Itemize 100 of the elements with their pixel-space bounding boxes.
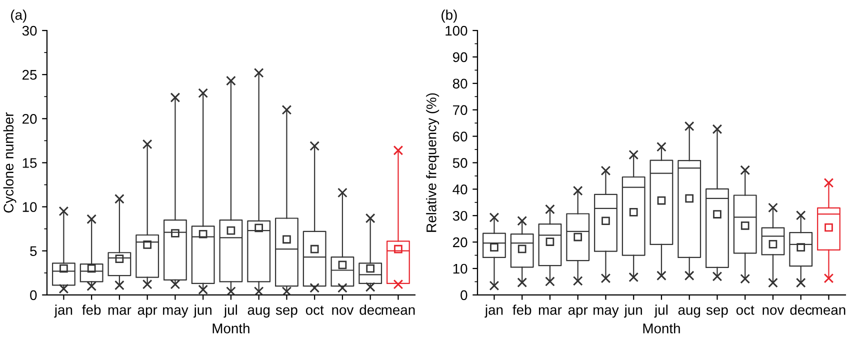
point (365, 213, 376, 224)
y-tick-label: 20 (22, 114, 37, 124)
point (198, 284, 208, 295)
x-tick-label: mar (538, 307, 562, 315)
x-tick-label: sep (706, 307, 728, 318)
point (310, 282, 320, 293)
x-tick-label: aug (248, 307, 270, 318)
point (656, 142, 666, 152)
y-tick-label: 0 (30, 290, 37, 300)
point (86, 281, 97, 292)
point (226, 286, 236, 295)
x-tick-label: may (163, 307, 188, 318)
point (393, 145, 404, 156)
y-tick-label: 70 (453, 105, 468, 116)
y-tick-label: 25 (22, 70, 37, 80)
point (600, 273, 611, 284)
x-tick-label: jun (193, 304, 212, 318)
x-tick-label: jun (624, 304, 642, 318)
point (545, 276, 555, 286)
point (338, 282, 348, 293)
point (282, 104, 292, 115)
point (86, 214, 97, 224)
point (572, 276, 583, 286)
point (254, 286, 264, 295)
x-axis-title: Month (643, 323, 680, 334)
y-tick-label: 50 (452, 158, 468, 168)
y-tick-label: 90 (452, 52, 468, 62)
point (740, 165, 750, 176)
point (170, 92, 180, 102)
x-tick-label: feb (512, 304, 532, 315)
y-tick-label: 80 (452, 78, 468, 89)
y-axis-title: Relative frequency (%) (426, 93, 440, 232)
y-tick-label: 10 (22, 202, 37, 212)
x-tick-label: dec (360, 304, 382, 315)
point (684, 270, 694, 281)
x-tick-label: jan (484, 304, 503, 318)
x-tick-label: oct (306, 306, 324, 315)
x-tick-label: jul (224, 304, 237, 318)
point (656, 270, 666, 281)
point (684, 121, 694, 132)
point (600, 166, 611, 176)
chart-title: (a) (11, 10, 26, 23)
point (58, 284, 69, 294)
point (545, 204, 555, 214)
y-tick-label: 15 (22, 158, 37, 168)
point (517, 278, 528, 288)
point (824, 178, 834, 188)
point (365, 282, 376, 292)
point (768, 278, 778, 288)
y-tick-label: 20 (453, 237, 468, 248)
point (796, 210, 806, 220)
y-tick-label: 0 (460, 290, 468, 300)
x-axis-title: Month (212, 323, 250, 334)
y-tick-label: 30 (22, 26, 37, 36)
point (489, 280, 500, 291)
x-tick-label: jan (54, 304, 72, 318)
point (517, 216, 528, 226)
x-tick-label: mean (382, 307, 415, 315)
y-tick-label: 60 (453, 132, 468, 142)
y-axis-title: Cyclone number (3, 112, 16, 213)
y-tick-label: 10 (453, 264, 468, 274)
point (58, 206, 69, 216)
point (628, 272, 639, 282)
point (768, 202, 778, 213)
x-tick-label: nov (332, 307, 354, 315)
point (796, 278, 806, 288)
x-tick-label: feb (82, 304, 101, 315)
x-tick-label: apr (138, 307, 158, 318)
x-tick-label: dec (790, 304, 812, 315)
point (310, 141, 320, 151)
x-tick-label: jul (654, 304, 668, 318)
point (114, 194, 124, 204)
point (282, 286, 292, 295)
point (198, 88, 208, 98)
x-tick-label: oct (736, 306, 754, 315)
point (170, 279, 180, 290)
point (824, 273, 834, 284)
point (254, 68, 264, 78)
y-tick-label: 30 (452, 210, 468, 221)
point (338, 188, 348, 198)
y-tick-label: 100 (446, 26, 468, 36)
point (712, 124, 722, 134)
point (572, 186, 583, 196)
point (142, 139, 152, 150)
point (489, 212, 500, 222)
x-tick-label: may (594, 307, 619, 318)
x-tick-label: apr (568, 307, 588, 318)
point (628, 150, 639, 160)
x-tick-label: aug (678, 307, 700, 318)
chart-title: (b) (442, 10, 457, 23)
x-tick-label: mean (812, 307, 846, 315)
point (393, 279, 404, 290)
x-tick-label: sep (276, 307, 298, 318)
point (226, 76, 236, 86)
y-tick-label: 40 (452, 184, 468, 194)
x-tick-label: nov (762, 307, 784, 315)
point (740, 274, 750, 284)
y-tick-label: 5 (30, 246, 37, 256)
x-tick-label: mar (108, 307, 132, 315)
point (712, 271, 722, 282)
